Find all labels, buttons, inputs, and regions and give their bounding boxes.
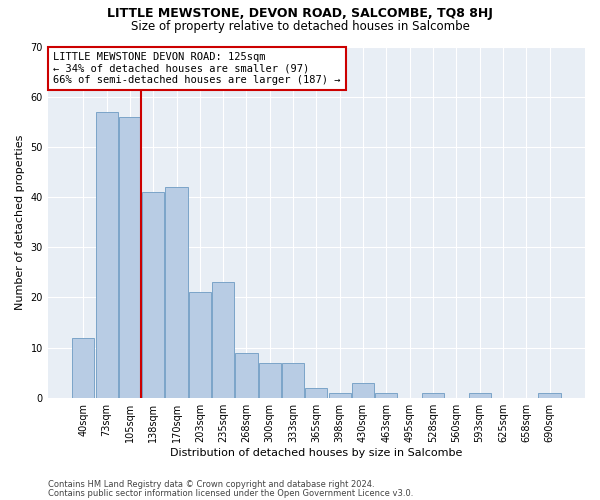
Bar: [469, 392, 491, 398]
Bar: [95, 112, 118, 398]
Bar: [538, 392, 560, 398]
Text: Contains public sector information licensed under the Open Government Licence v3: Contains public sector information licen…: [48, 488, 413, 498]
Bar: [72, 338, 94, 398]
Text: LITTLE MEWSTONE, DEVON ROAD, SALCOMBE, TQ8 8HJ: LITTLE MEWSTONE, DEVON ROAD, SALCOMBE, T…: [107, 8, 493, 20]
Bar: [235, 352, 257, 398]
Bar: [305, 388, 328, 398]
Bar: [329, 392, 351, 398]
X-axis label: Distribution of detached houses by size in Salcombe: Distribution of detached houses by size …: [170, 448, 463, 458]
Bar: [142, 192, 164, 398]
Bar: [166, 187, 188, 398]
Y-axis label: Number of detached properties: Number of detached properties: [15, 134, 25, 310]
Text: LITTLE MEWSTONE DEVON ROAD: 125sqm
← 34% of detached houses are smaller (97)
66%: LITTLE MEWSTONE DEVON ROAD: 125sqm ← 34%…: [53, 52, 341, 85]
Bar: [119, 116, 141, 398]
Bar: [212, 282, 234, 398]
Bar: [259, 362, 281, 398]
Bar: [375, 392, 397, 398]
Bar: [422, 392, 444, 398]
Text: Contains HM Land Registry data © Crown copyright and database right 2024.: Contains HM Land Registry data © Crown c…: [48, 480, 374, 489]
Text: Size of property relative to detached houses in Salcombe: Size of property relative to detached ho…: [131, 20, 469, 33]
Bar: [352, 382, 374, 398]
Bar: [189, 292, 211, 398]
Bar: [282, 362, 304, 398]
